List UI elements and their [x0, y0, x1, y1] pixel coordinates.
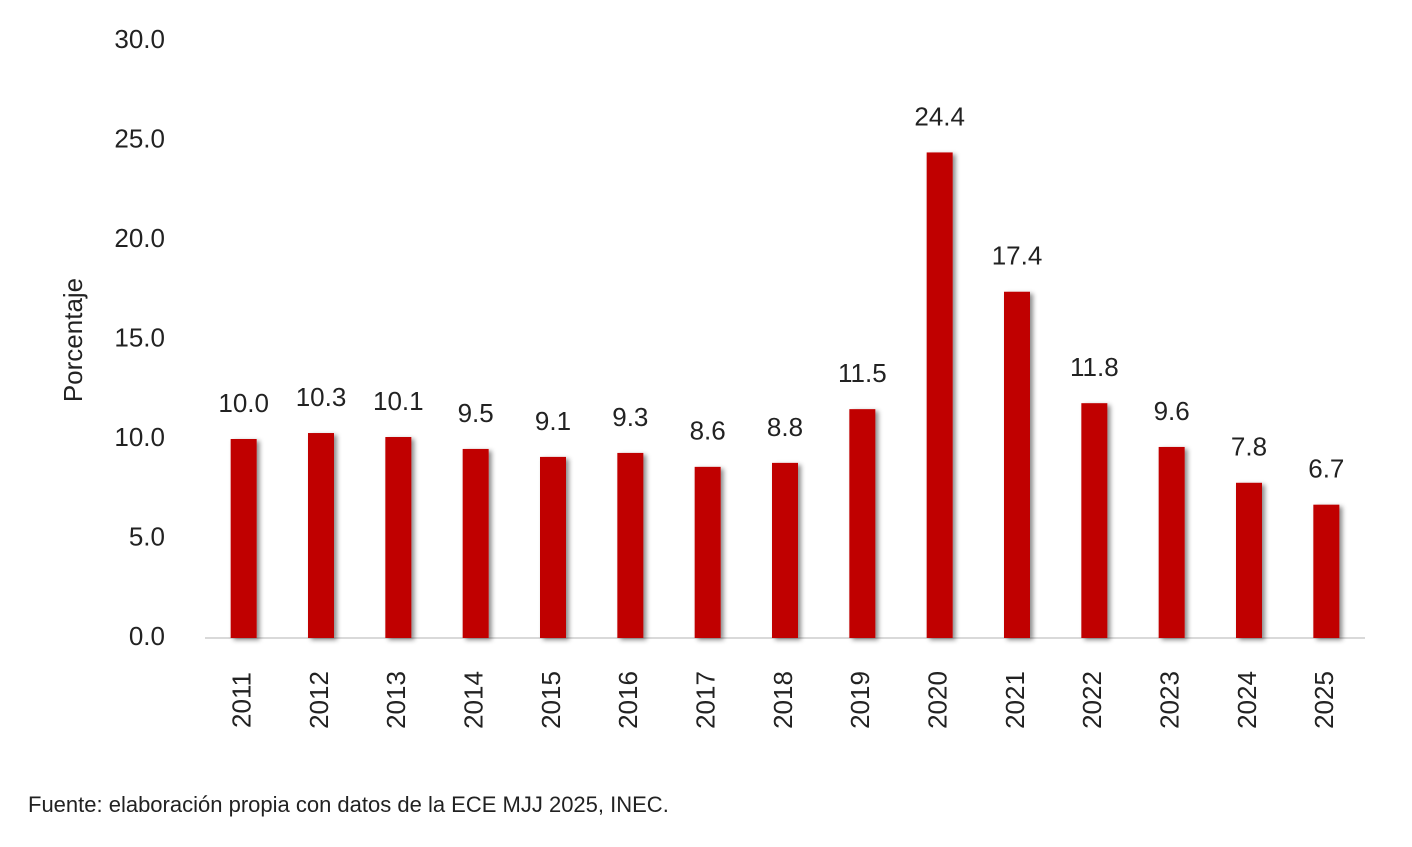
- bar: [1313, 504, 1340, 638]
- x-tick-label: 2012: [304, 671, 334, 729]
- data-label: 9.1: [535, 406, 571, 436]
- y-tick-label: 30.0: [114, 24, 165, 54]
- data-label: 11.8: [1070, 352, 1119, 382]
- bar: [1004, 291, 1030, 638]
- x-tick-label: 2014: [459, 671, 489, 729]
- data-label: 8.6: [690, 416, 726, 446]
- x-tick-label: 2011: [227, 672, 257, 728]
- x-tick-label: 2017: [691, 671, 721, 729]
- x-tick-label: 2022: [1077, 671, 1107, 729]
- data-label: 9.5: [458, 398, 494, 428]
- y-tick-label: 5.0: [129, 521, 165, 551]
- source-note: Fuente: elaboración propia con datos de …: [28, 792, 669, 817]
- x-tick-label: 2013: [381, 671, 411, 729]
- bar: [694, 466, 721, 638]
- bar: [462, 448, 489, 638]
- bar: [772, 462, 798, 638]
- y-tick-label: 10.0: [114, 422, 165, 452]
- x-tick-label: 2019: [845, 671, 875, 729]
- bar: [849, 409, 876, 638]
- y-tick-label: 0.0: [129, 621, 165, 651]
- data-label: 10.0: [218, 388, 269, 418]
- data-label: 24.4: [914, 101, 965, 131]
- data-label: 10.1: [373, 386, 424, 416]
- x-tick-label: 2023: [1155, 671, 1185, 729]
- data-label: 9.6: [1154, 396, 1190, 426]
- bar: [926, 152, 953, 638]
- x-tick-label: 2016: [613, 671, 643, 729]
- data-label: 8.8: [767, 412, 803, 442]
- data-label: 6.7: [1308, 454, 1344, 484]
- bar: [385, 437, 412, 638]
- x-tick-label: 2024: [1232, 671, 1262, 729]
- data-label: 9.3: [612, 402, 648, 432]
- x-tick-label: 2025: [1309, 671, 1339, 729]
- x-tick-label: 2015: [536, 671, 566, 729]
- y-tick-label: 25.0: [114, 123, 165, 153]
- data-label: 11.5: [838, 358, 887, 388]
- bar: [1081, 403, 1108, 638]
- data-label: 7.8: [1231, 432, 1267, 462]
- bar: [1236, 482, 1262, 638]
- bar: [617, 452, 644, 638]
- bar: [1158, 446, 1185, 638]
- y-axis-label: Porcentaje: [58, 278, 88, 402]
- data-label: 17.4: [992, 241, 1043, 271]
- bar: [230, 439, 257, 638]
- y-tick-label: 15.0: [114, 322, 165, 352]
- x-tick-label: 2018: [768, 671, 798, 729]
- data-label: 10.3: [296, 382, 347, 412]
- x-tick-label: 2021: [1000, 671, 1030, 729]
- bar: [540, 456, 566, 638]
- bar: [308, 433, 334, 638]
- y-tick-label: 20.0: [114, 223, 165, 253]
- x-tick-label: 2020: [923, 671, 953, 729]
